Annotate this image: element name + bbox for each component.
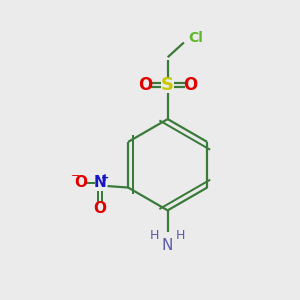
Text: N: N — [162, 238, 173, 253]
Text: O: O — [94, 201, 107, 216]
Text: H: H — [176, 229, 185, 242]
Text: Cl: Cl — [188, 31, 203, 45]
Text: O: O — [74, 175, 88, 190]
Text: S: S — [161, 76, 174, 94]
Text: +: + — [101, 173, 110, 183]
Text: −: − — [70, 171, 80, 181]
Text: O: O — [139, 76, 153, 94]
Text: H: H — [150, 229, 159, 242]
Text: N: N — [94, 175, 106, 190]
Text: O: O — [183, 76, 197, 94]
